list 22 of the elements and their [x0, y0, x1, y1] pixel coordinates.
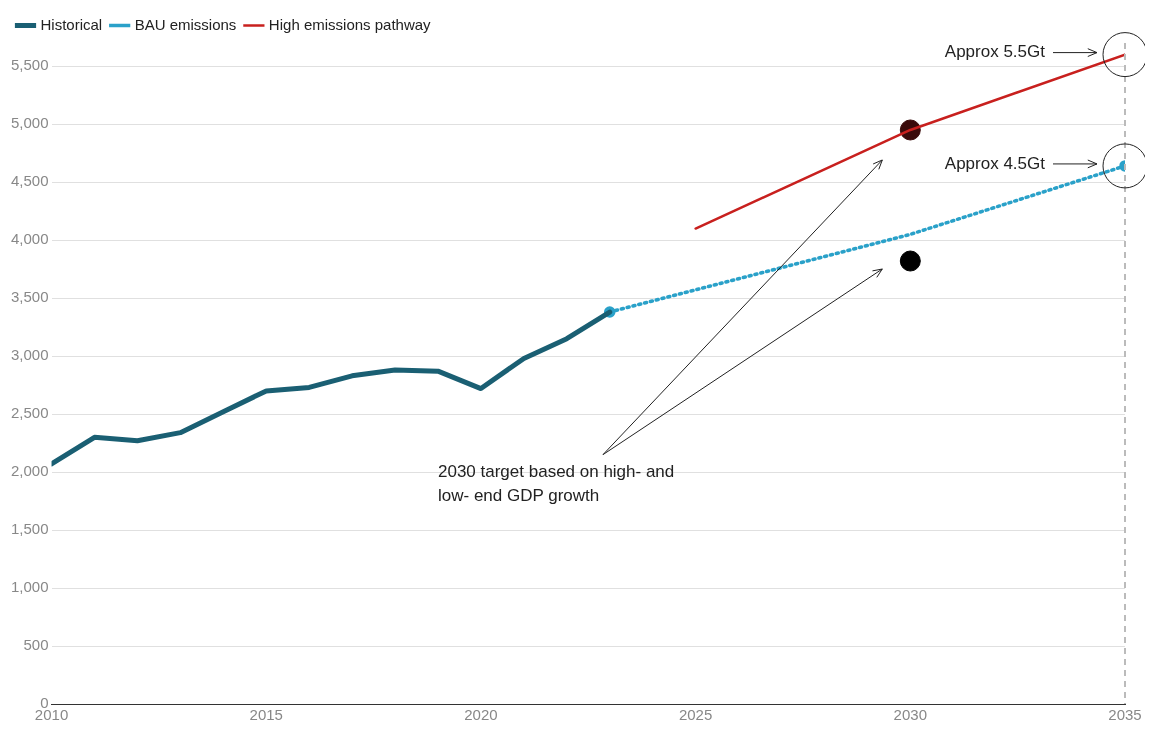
x-tick-label: 2015: [249, 706, 283, 724]
annotation: Approx 5.5Gt: [944, 42, 1046, 62]
y-tick-label: 500: [23, 636, 49, 654]
y-tick-label: 5,000: [10, 114, 49, 132]
y-tick-label: 5,500: [10, 56, 49, 74]
y-tick-label: 3,000: [10, 346, 49, 364]
y-tick-label: 4,000: [10, 230, 49, 248]
y-tick-label: 1,000: [10, 578, 49, 596]
y-tick-label: 3,500: [10, 288, 49, 306]
x-tick-label: 2020: [464, 706, 498, 724]
legend-label: BAU emissions: [134, 15, 237, 33]
y-tick-label: 2,000: [10, 462, 49, 480]
annotation: 2030 target based on high- and low- end GDP growth: [437, 462, 675, 506]
legend-label: High emissions pathway: [268, 15, 432, 33]
y-tick-label: 2,500: [10, 404, 49, 422]
x-tick-label: 2025: [678, 706, 713, 724]
y-tick-label: 4,500: [10, 172, 49, 190]
x-tick-label: 2035: [1108, 706, 1142, 724]
y-tick-label: 1,500: [10, 520, 49, 538]
x-tick-label: 2030: [893, 706, 927, 724]
legend-label: Historical: [40, 15, 103, 33]
annotation: Approx 4.5Gt: [944, 153, 1046, 173]
